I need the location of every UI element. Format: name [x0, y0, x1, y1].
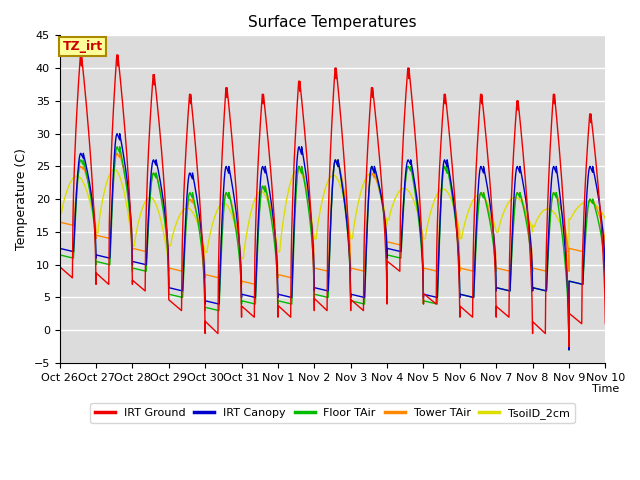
Line: TsoilD_2cm: TsoilD_2cm [60, 169, 605, 265]
Floor TAir [173, 293, 181, 299]
Y-axis label: Temperature (C): Temperature (C) [15, 148, 28, 250]
IRT Ground [460, 306, 467, 312]
Tower TAir [56, 219, 63, 225]
Tower TAir [259, 184, 266, 190]
Floor TAir [602, 281, 609, 287]
IRT Canopy [602, 281, 609, 287]
Floor TAir [528, 265, 536, 271]
Tower TAir [443, 168, 451, 174]
TsoilD_2cm [56, 209, 63, 215]
IRT Canopy [113, 131, 121, 136]
Tower TAir [316, 266, 323, 272]
IRT Ground [602, 321, 609, 326]
IRT Ground [456, 303, 464, 309]
IRT Canopy [442, 162, 450, 168]
Text: TZ_irt: TZ_irt [62, 40, 102, 53]
TsoilD_2cm [468, 200, 476, 206]
IRT Ground [77, 52, 84, 58]
Line: IRT Canopy: IRT Canopy [60, 133, 605, 350]
Tower TAir [113, 150, 121, 156]
Line: Tower TAir: Tower TAir [60, 153, 605, 284]
IRT Ground [56, 264, 63, 270]
TsoilD_2cm [111, 167, 118, 172]
TsoilD_2cm [528, 227, 536, 232]
Tower TAir [472, 234, 479, 240]
Floor TAir [56, 252, 63, 258]
Tower TAir [602, 249, 609, 254]
IRT Canopy [315, 286, 323, 291]
Tower TAir [173, 267, 181, 273]
IRT Canopy [472, 252, 479, 257]
IRT Ground [397, 192, 405, 197]
Title: Surface Temperatures: Surface Temperatures [248, 15, 417, 30]
TsoilD_2cm [290, 170, 298, 176]
Floor TAir [565, 347, 573, 353]
Floor TAir [315, 292, 323, 298]
Floor TAir [472, 260, 479, 266]
IRT Canopy [56, 245, 63, 251]
IRT Canopy [565, 347, 573, 353]
Line: IRT Ground: IRT Ground [60, 55, 605, 347]
IRT Canopy [258, 167, 266, 173]
IRT Ground [565, 344, 573, 349]
Legend: IRT Ground, IRT Canopy, Floor TAir, Tower TAir, TsoilD_2cm: IRT Ground, IRT Canopy, Floor TAir, Towe… [90, 403, 575, 423]
Tower TAir [237, 281, 245, 287]
Line: Floor TAir: Floor TAir [60, 147, 605, 350]
IRT Ground [340, 156, 348, 162]
Tower TAir [529, 268, 536, 274]
TsoilD_2cm [602, 216, 609, 222]
IRT Ground [427, 297, 435, 302]
Floor TAir [113, 144, 121, 150]
Floor TAir [258, 186, 266, 192]
TsoilD_2cm [116, 175, 124, 180]
TsoilD_2cm [165, 262, 173, 268]
TsoilD_2cm [200, 240, 207, 246]
IRT Ground [92, 247, 99, 253]
TsoilD_2cm [445, 192, 453, 198]
IRT Canopy [173, 287, 181, 293]
Floor TAir [442, 168, 450, 174]
IRT Canopy [528, 260, 536, 265]
